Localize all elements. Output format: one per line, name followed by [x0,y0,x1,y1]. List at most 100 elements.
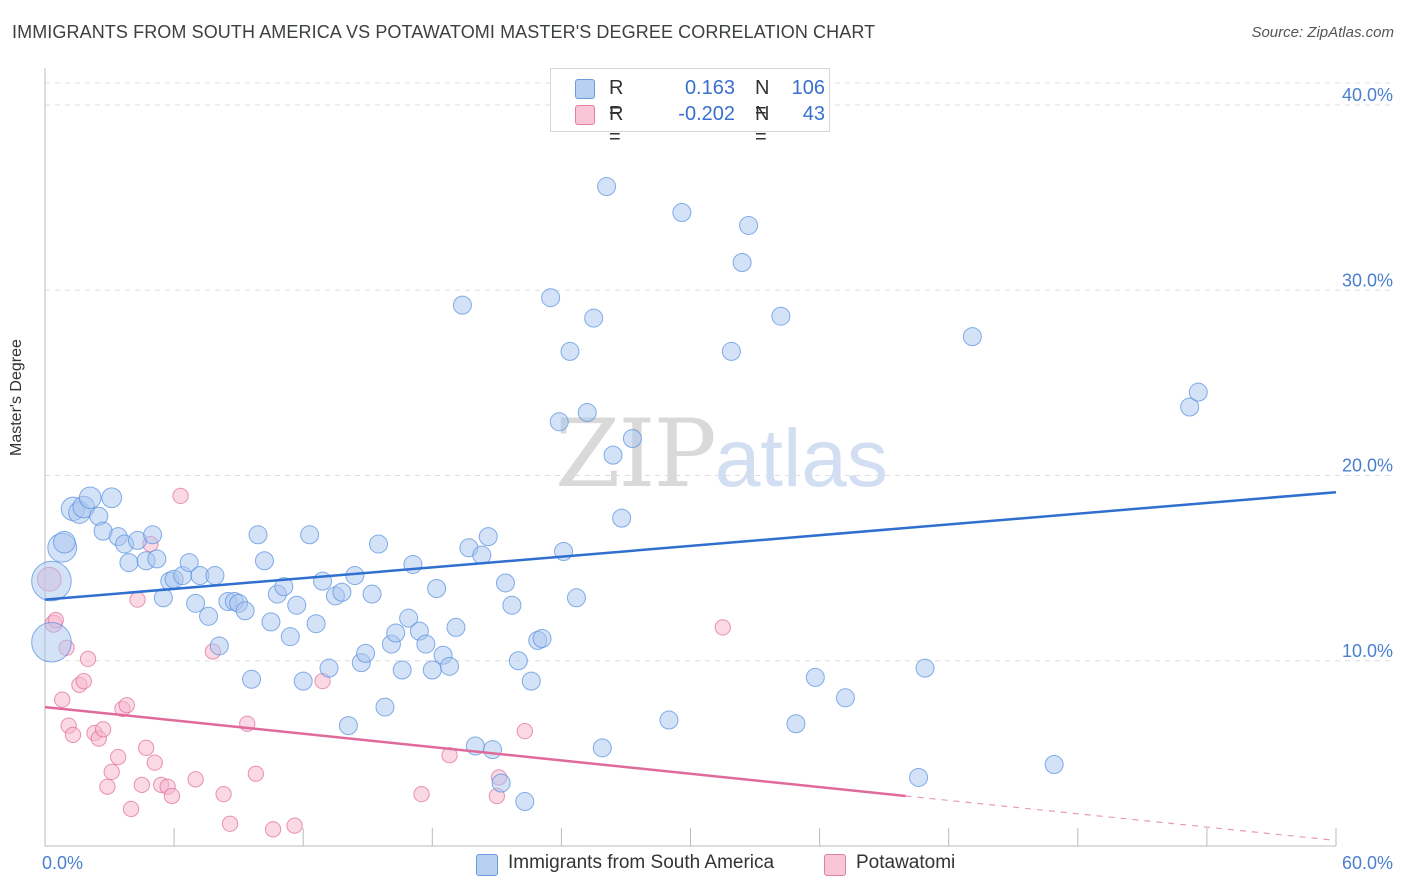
potawatomi-point [129,591,146,608]
potawatomi-point [221,815,239,832]
south-america-point [805,667,825,687]
south-america-point [248,525,268,545]
y-tick-label: 20.0% [1342,456,1393,476]
south-america-point [147,549,167,569]
potawatomi-trend-line [44,705,906,798]
x-tick-label-min: 0.0% [42,853,83,873]
south-america-point [786,714,806,734]
south-america-point [915,658,935,678]
legend-r-value: 0.163 [684,77,735,99]
south-america-point [209,636,229,656]
south-america-point [1180,397,1200,417]
south-america-point [242,669,262,689]
potawatomi-point [133,776,150,794]
series-label-pink: Potawatomi [856,852,956,873]
south-america-trend-line [44,490,1337,601]
series-swatch-pink [824,854,846,876]
south-america-point [592,738,612,758]
south-america-point [603,445,623,465]
south-america-point [672,202,692,222]
source-label: Source: ZipAtlas.com [1251,24,1394,41]
south-america-point [143,525,163,545]
x-tick-marks [44,828,1337,846]
south-america-point [375,697,395,717]
watermark-atlas: atlas [714,413,888,504]
south-america-point [300,525,320,545]
south-america-point [53,530,76,554]
south-america-point [577,403,597,423]
south-america-point [739,215,759,235]
south-america-point [235,601,255,621]
south-america-point [478,527,498,547]
y-tick-label: 40.0% [1342,85,1393,105]
south-america-point [549,412,569,432]
potawatomi-point [441,747,458,764]
potawatomi-point [118,697,135,714]
south-america-point [584,308,604,328]
south-america-point [332,582,352,602]
potawatomi-point [187,771,204,788]
potawatomi-trend-extension [905,795,1337,842]
potawatomi-point [215,785,232,803]
south-america-point [293,671,313,691]
potawatomi-point [110,748,127,766]
y-tick-labels: 10.0% 20.0% 30.0% 40.0% [1342,85,1393,661]
south-america-point [119,553,139,573]
potawatomi-point [714,619,731,636]
trend-lines [44,490,1337,842]
south-america-point [483,740,503,760]
south-america-point [835,688,855,708]
grid-lines [45,82,1393,662]
south-america-point [362,584,382,604]
potawatomi-point [54,691,71,708]
south-america-point [369,534,389,554]
south-america-point [392,660,412,680]
south-america-point [446,617,466,637]
south-america-point [1044,754,1064,774]
south-america-point [1188,382,1208,402]
potawatomi-point [103,763,120,781]
south-america-point [502,595,522,615]
south-america-point [356,643,376,663]
south-america-point [721,341,741,361]
south-america-point [101,487,123,509]
legend-n-label: N = [755,103,770,148]
potawatomi-point [264,821,282,838]
south-america-point [186,593,206,613]
legend-n-value: 106 [791,77,825,99]
south-america-point [319,658,339,678]
legend-swatch-pink [575,105,595,125]
south-america-point [280,627,300,647]
potawatomi-point [137,739,155,756]
south-america-point [732,253,752,272]
y-tick-label: 10.0% [1342,641,1393,661]
chart-title: IMMIGRANTS FROM SOUTH AMERICA VS POTAWAT… [12,22,876,42]
south-america-point [771,306,791,326]
x-tick-label-max: 60.0% [1342,853,1393,873]
potawatomi-point [79,650,97,668]
south-america-point [78,486,102,510]
south-america-point [416,634,436,654]
south-america-point [338,716,358,736]
south-america-point [399,608,419,628]
south-america-point [521,671,541,691]
potawatomi-point [146,754,163,771]
potawatomi-point [94,721,112,738]
south-america-point [515,792,535,812]
south-america-point [31,621,72,663]
potawatomi-point [99,778,116,795]
potawatomi-point [172,487,189,505]
series-label-blue: Immigrants from South America [508,852,775,873]
south-america-point [472,545,492,565]
south-america-point [597,177,617,197]
potawatomi-point [64,726,82,744]
south-america-point [199,606,219,626]
correlation-legend: R = 0.163 N = 106 R = -0.202 N = 43 [550,68,830,148]
south-america-point [612,508,632,528]
legend-swatch-blue [575,79,595,99]
south-america-point [386,623,406,643]
south-america-point [452,295,472,315]
south-america-point [622,428,642,448]
legend-n-value: 43 [802,103,825,125]
